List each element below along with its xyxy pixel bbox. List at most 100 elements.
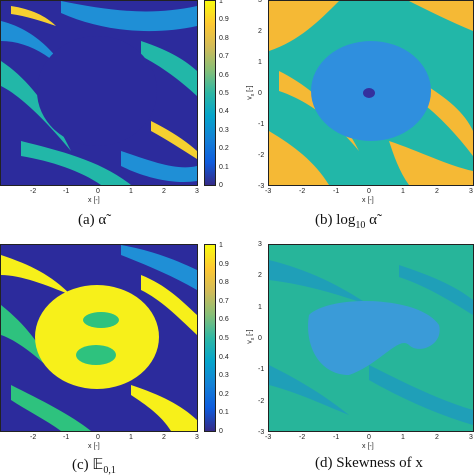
caption-c-symbol: 𝔼 xyxy=(92,457,104,473)
x-tick-b: -2 xyxy=(299,188,306,195)
colorbar-a-tick: 1 xyxy=(219,0,223,5)
colorbar-c-tick: 0 xyxy=(219,428,223,435)
heatmap-a-band xyxy=(141,41,197,96)
colorbar-c-tick: 0.5 xyxy=(219,335,229,342)
colorbar-a-tick: 0.5 xyxy=(219,90,229,97)
heatmap-b-band xyxy=(389,141,473,185)
x-tick-b: -3 xyxy=(265,188,272,195)
heatmap-b xyxy=(268,0,474,186)
heatmap-c-band xyxy=(121,245,197,290)
colorbar-c-tick: 0.1 xyxy=(219,409,229,417)
colorbar-a-tick: 0.1 xyxy=(219,163,229,171)
colorbar-a-tick: 0 xyxy=(219,182,223,189)
caption-b: (b) log10 α̃ xyxy=(315,212,377,231)
x-tick-c: -1 xyxy=(63,434,70,441)
colorbar-a-tick: 0.4 xyxy=(219,108,229,116)
y-tick-d: -1 xyxy=(258,366,265,374)
caption-a: (a) α̃ xyxy=(78,212,106,229)
caption-b-symbol: α̃ xyxy=(369,212,378,228)
colorbar-a-tick: 0.6 xyxy=(219,71,229,79)
y-tick-b: -3 xyxy=(258,183,265,190)
heatmap-a-band xyxy=(11,6,56,26)
x-axis-label-d: x [-] xyxy=(362,443,374,450)
heatmap-a-core xyxy=(37,36,157,146)
y-tick-d: 0 xyxy=(258,335,262,342)
heatmap-a-band xyxy=(151,121,197,159)
x-tick-d: 0 xyxy=(367,434,371,441)
heatmap-c-inner xyxy=(83,312,119,328)
x-tick-c: 3 xyxy=(195,434,199,441)
x-tick-c: 0 xyxy=(96,434,100,441)
heatmap-a-band xyxy=(121,151,197,182)
heatmap-d-plot xyxy=(269,245,473,431)
x-tick-a: 2 xyxy=(162,188,166,195)
heatmap-c-band xyxy=(131,385,197,431)
heatmap-c-inner xyxy=(76,345,116,365)
heatmap-b-band xyxy=(269,131,329,185)
colorbar-a-tick: 0.7 xyxy=(219,53,229,61)
x-tick-d: 1 xyxy=(401,434,405,441)
heatmap-c-core xyxy=(35,285,159,389)
x-tick-d: -2 xyxy=(299,434,306,441)
x-tick-c: -2 xyxy=(30,434,37,441)
colorbar-c-tick: 0.2 xyxy=(219,390,229,398)
caption-a-symbol: α̃ xyxy=(98,212,107,228)
y-tick-b: 2 xyxy=(258,28,262,35)
x-tick-d: 3 xyxy=(469,434,473,441)
caption-b-log: log xyxy=(336,212,356,228)
x-tick-b: 1 xyxy=(401,188,405,195)
y-tick-d: 2 xyxy=(258,272,262,280)
colorbar-c-tick: 0.6 xyxy=(219,316,229,324)
heatmap-c-band xyxy=(141,275,197,335)
x-axis-label-a: x [-] xyxy=(88,197,100,204)
x-tick-a: -2 xyxy=(30,188,37,195)
x-tick-b: -1 xyxy=(333,188,340,195)
colorbar-c xyxy=(204,244,216,432)
colorbar-c-tick: 0.8 xyxy=(219,279,229,287)
heatmap-c xyxy=(0,244,198,432)
heatmap-b-plot xyxy=(269,1,473,185)
x-tick-b: 2 xyxy=(435,188,439,195)
heatmap-b-band xyxy=(269,1,339,51)
heatmap-d-band xyxy=(269,260,369,305)
caption-c-sub: 0,1 xyxy=(103,465,116,476)
x-tick-b: 0 xyxy=(367,188,371,195)
x-tick-c: 1 xyxy=(129,434,133,441)
caption-c-prefix: (c) xyxy=(72,457,89,473)
y-tick-b: -2 xyxy=(258,152,265,159)
x-tick-a: -1 xyxy=(63,188,70,195)
x-tick-d: 2 xyxy=(435,434,439,441)
colorbar-a xyxy=(204,0,216,186)
heatmap-d xyxy=(268,244,474,432)
y-tick-b: 1 xyxy=(258,59,262,66)
colorbar-a-tick: 0.8 xyxy=(219,34,229,42)
y-axis-label-d-symbol: v xyxy=(246,340,254,344)
heatmap-b-band xyxy=(409,1,473,31)
colorbar-c-tick: 1 xyxy=(219,242,223,249)
x-tick-a: 3 xyxy=(195,188,199,195)
x-axis-label-b: x [-] xyxy=(362,197,374,204)
colorbar-a-tick: 0.2 xyxy=(219,145,229,153)
heatmap-c-band xyxy=(11,385,91,431)
colorbar-c-tick: 0.4 xyxy=(219,353,229,361)
caption-b-sub: 10 xyxy=(355,220,366,231)
caption-c: (c) 𝔼0,1 xyxy=(72,455,116,476)
colorbar-c-tick: 0.3 xyxy=(219,372,229,380)
caption-b-prefix: (b) xyxy=(315,212,333,228)
x-tick-a: 0 xyxy=(96,188,100,195)
y-tick-b: -1 xyxy=(258,121,265,128)
heatmap-b-center xyxy=(363,88,375,98)
x-tick-c: 2 xyxy=(162,434,166,441)
x-tick-d: -3 xyxy=(265,434,272,441)
caption-a-prefix: (a) xyxy=(78,212,95,228)
y-axis-label-b-symbol: v xyxy=(246,96,254,100)
x-axis-label-c: x [-] xyxy=(88,443,100,450)
heatmap-a-band xyxy=(21,141,131,185)
y-axis-label-d: vx [-] xyxy=(246,329,256,344)
heatmap-a-plot xyxy=(1,1,197,185)
y-tick-d: -2 xyxy=(258,397,265,405)
y-tick-d: -3 xyxy=(258,429,265,436)
heatmap-d-band xyxy=(399,265,473,315)
colorbar-c-tick: 0.7 xyxy=(219,297,229,305)
heatmap-d-band xyxy=(269,365,349,415)
